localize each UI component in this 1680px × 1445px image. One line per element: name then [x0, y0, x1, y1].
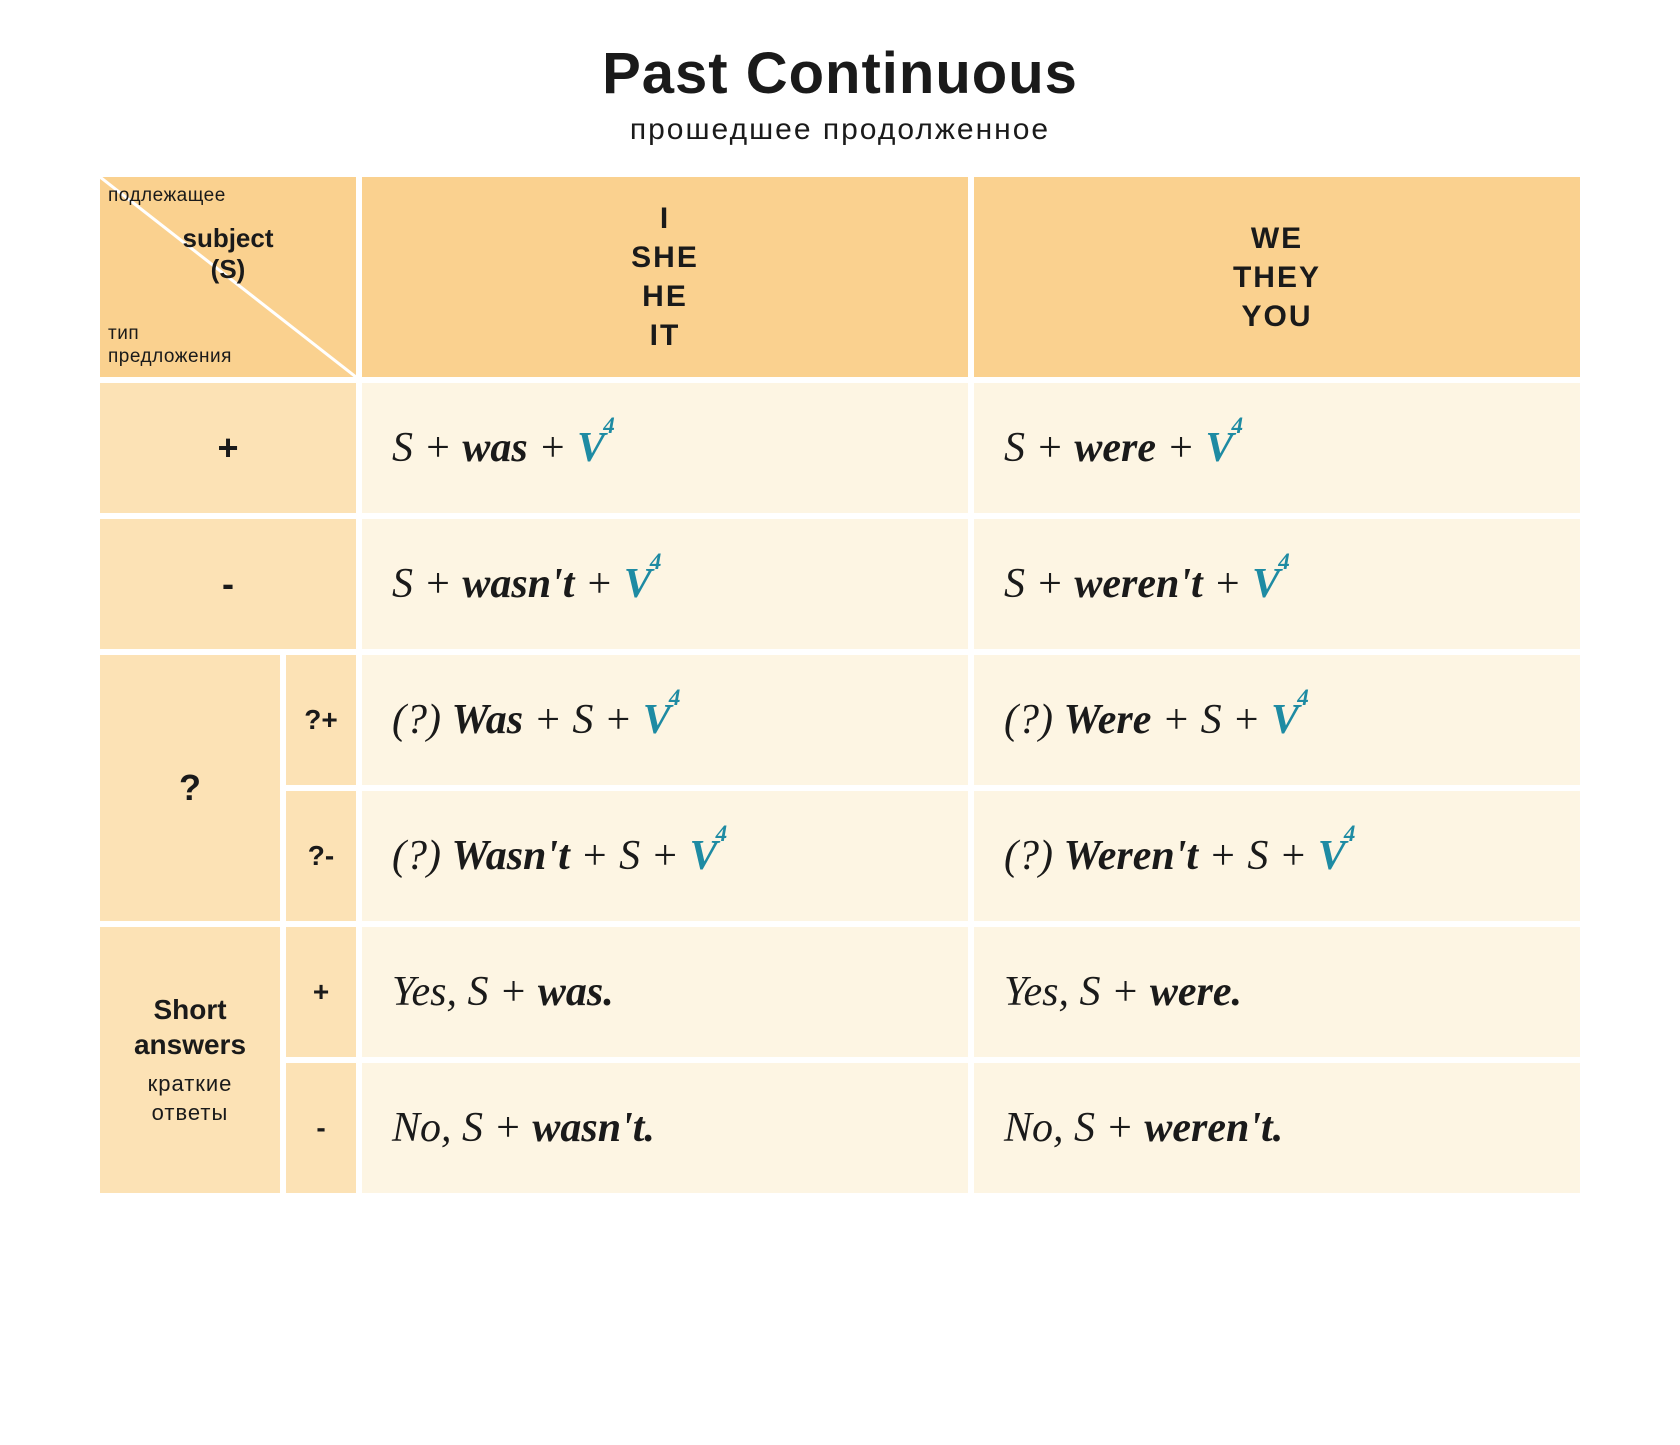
- formula-short-no-singular: No, S + wasn't.: [362, 1063, 968, 1193]
- formula-minus-plural: S + weren't + V4: [974, 519, 1580, 649]
- row-label-question-plus: ?+: [286, 655, 356, 785]
- col-header-singular: I SHE HE IT: [362, 177, 968, 377]
- formula-short-yes-plural: Yes, S + were.: [974, 927, 1580, 1057]
- page-subtitle: прошедшее продолженное: [100, 113, 1580, 147]
- row-label-short-minus: -: [286, 1063, 356, 1193]
- formula-plus-plural: S + were + V4: [974, 383, 1580, 513]
- corner-bottom-label: типпредложения: [108, 322, 232, 370]
- grammar-table: подлежащее subject(S) типпредложения I S…: [100, 177, 1580, 1193]
- formula-qplus-singular: (?) Was + S + V4: [362, 655, 968, 785]
- formula-qminus-plural: (?) Weren't + S + V4: [974, 791, 1580, 921]
- page-title: Past Continuous: [100, 40, 1580, 107]
- formula-short-no-plural: No, S + weren't.: [974, 1063, 1580, 1193]
- formula-short-yes-singular: Yes, S + was.: [362, 927, 968, 1057]
- corner-top-label: подлежащее: [108, 185, 226, 207]
- row-label-minus: -: [100, 519, 356, 649]
- formula-qplus-plural: (?) Were + S + V4: [974, 655, 1580, 785]
- corner-mid-label: subject(S): [100, 223, 356, 285]
- formula-qminus-singular: (?) Wasn't + S + V4: [362, 791, 968, 921]
- row-label-plus: +: [100, 383, 356, 513]
- row-label-short-plus: +: [286, 927, 356, 1057]
- row-label-short-answers: Short answers краткиеответы: [100, 927, 280, 1193]
- col-header-plural: WE THEY YOU: [974, 177, 1580, 377]
- corner-cell: подлежащее subject(S) типпредложения: [100, 177, 356, 377]
- row-label-question: ?: [100, 655, 280, 921]
- row-label-question-minus: ?-: [286, 791, 356, 921]
- formula-minus-singular: S + wasn't + V4: [362, 519, 968, 649]
- formula-plus-singular: S + was + V4: [362, 383, 968, 513]
